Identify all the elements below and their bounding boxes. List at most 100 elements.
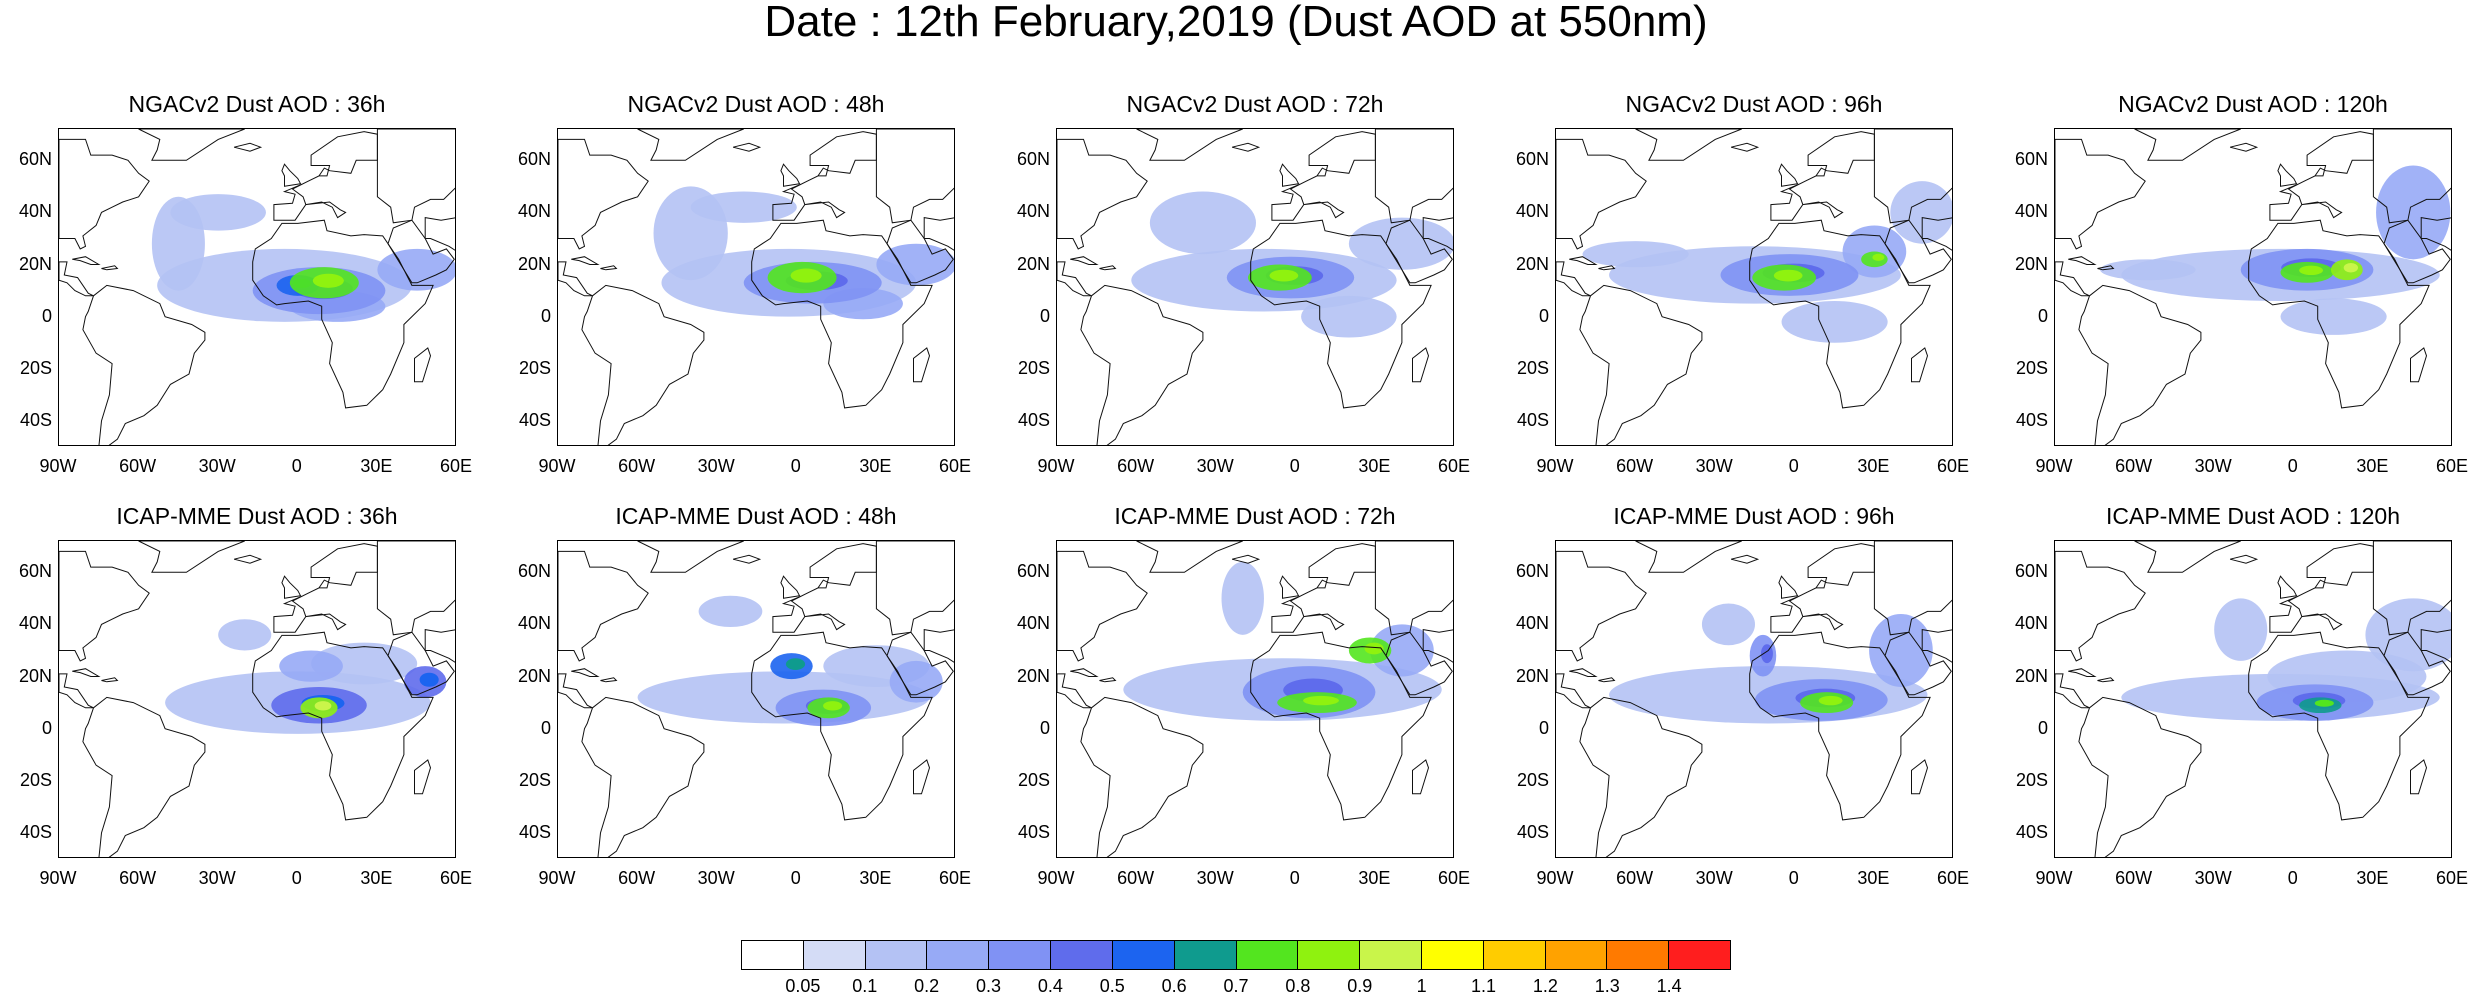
lon-tick-label: 60W — [618, 868, 656, 888]
lon-tick-label: 60E — [1936, 456, 1970, 476]
dust-field — [1149, 191, 1256, 255]
lon-tick-label: 30W — [1196, 456, 1234, 476]
colorbar-label: 0.05 — [785, 976, 821, 996]
lon-tick-label: 90W — [39, 456, 77, 476]
dust-field — [2214, 598, 2268, 661]
lat-tick-label: 40S — [1017, 409, 1050, 430]
dust-field — [2365, 598, 2451, 672]
map-panel — [58, 128, 456, 446]
lat-tick-label: 0 — [1538, 305, 1549, 326]
coastline — [252, 219, 434, 409]
panel-title: NGACv2 Dust AOD : 36h — [128, 91, 386, 117]
coastline — [581, 284, 705, 445]
lat-tick-label: 40S — [1516, 409, 1549, 430]
colorbar-bin — [1298, 941, 1361, 969]
lon-tick-label: 0 — [1788, 456, 1799, 476]
coastline — [923, 629, 954, 663]
coastline — [1070, 668, 1099, 677]
coastline — [1749, 631, 1931, 821]
colorbar-bin — [1669, 941, 1730, 969]
lon-tick-label: 30E — [2356, 868, 2389, 888]
lat-tick-label: 40N — [517, 613, 551, 634]
coastline — [1770, 543, 1875, 633]
coastline — [1569, 256, 1598, 265]
coastline — [1057, 138, 1148, 250]
coastline — [72, 668, 101, 677]
dust-map — [1057, 129, 1453, 445]
lon-tick-label: 30W — [1695, 456, 1733, 476]
coastline — [1271, 543, 1376, 633]
dust-field — [1221, 561, 1264, 635]
coastline — [1422, 629, 1453, 663]
lat-tick-label: 40N — [517, 201, 551, 222]
lon-tick-label: 60W — [1616, 868, 1654, 888]
lat-tick-label: 0 — [540, 717, 551, 738]
lon-tick-label: 30E — [859, 456, 892, 476]
colorbar-label: 1.4 — [1656, 976, 1682, 996]
dust-field — [2376, 165, 2451, 260]
colorbar-label: 1.1 — [1470, 976, 1497, 996]
lon-tick-label: 60E — [2435, 456, 2469, 476]
lon-tick-label: 30W — [2194, 456, 2232, 476]
dust-field — [1890, 181, 1952, 244]
coastline — [2068, 668, 2097, 677]
lon-tick-label: 30W — [1695, 868, 1733, 888]
dust-core — [790, 268, 822, 283]
lon-tick-label: 90W — [2035, 456, 2073, 476]
lon-tick-label: 0 — [1289, 868, 1300, 888]
coastline — [1770, 131, 1875, 221]
coastline — [101, 677, 119, 683]
coastline — [82, 284, 206, 445]
dust-field — [1842, 225, 1907, 278]
lon-tick-label: 90W — [538, 456, 576, 476]
lat-tick-label: 0 — [2037, 717, 2048, 738]
coastline — [1231, 142, 1261, 152]
lat-tick-label: 40N — [1016, 613, 1050, 634]
lon-tick-label: 30W — [198, 868, 236, 888]
coastline — [233, 554, 263, 564]
lat-tick-label: 0 — [41, 305, 52, 326]
lon-tick-label: 30E — [1358, 456, 1391, 476]
coastline — [1099, 677, 1117, 683]
coastline — [780, 163, 801, 187]
coastline — [1598, 265, 1616, 271]
colorbar-bin — [1174, 941, 1237, 969]
lat-tick-label: 0 — [1039, 717, 1050, 738]
coastline — [2410, 759, 2428, 795]
lon-tick-label: 30E — [1358, 868, 1391, 888]
lon-tick-label: 60W — [119, 456, 157, 476]
coastline — [1279, 163, 1300, 187]
lon-tick-label: 60W — [2115, 868, 2153, 888]
coastline — [59, 138, 150, 250]
lat-tick-label: 0 — [1538, 717, 1549, 738]
colorbar-label: 0.1 — [852, 976, 878, 996]
coastline — [1385, 631, 1453, 696]
dust-core — [1269, 269, 1299, 282]
coastline — [2277, 575, 2298, 599]
lon-tick-label: 30W — [1196, 868, 1234, 888]
dust-core — [2343, 263, 2359, 273]
lat-tick-label: 20N — [1515, 253, 1549, 274]
coastline — [1911, 347, 1929, 383]
lat-tick-label: 40S — [1017, 821, 1050, 842]
coastline — [1730, 142, 1760, 152]
coastline — [581, 696, 705, 857]
lon-tick-label: 30E — [859, 868, 892, 888]
colorbar-label: 0.4 — [1037, 976, 1063, 996]
coastline — [732, 142, 762, 152]
dust-map — [558, 541, 954, 857]
lon-tick-label: 30W — [697, 456, 735, 476]
coastline — [2055, 673, 2090, 709]
lat-tick-label: 0 — [1039, 305, 1050, 326]
map-panel — [2054, 128, 2452, 446]
lon-tick-label: 30W — [198, 456, 236, 476]
dust-core — [312, 273, 344, 288]
lat-tick-label: 60N — [517, 561, 551, 582]
coastline — [414, 759, 432, 795]
coastline — [233, 142, 263, 152]
dust-field — [1582, 241, 1689, 268]
coastline — [1070, 256, 1099, 265]
lat-tick-label: 20N — [1016, 665, 1050, 686]
lat-tick-label: 40N — [2014, 201, 2048, 222]
lon-tick-label: 30E — [360, 456, 393, 476]
